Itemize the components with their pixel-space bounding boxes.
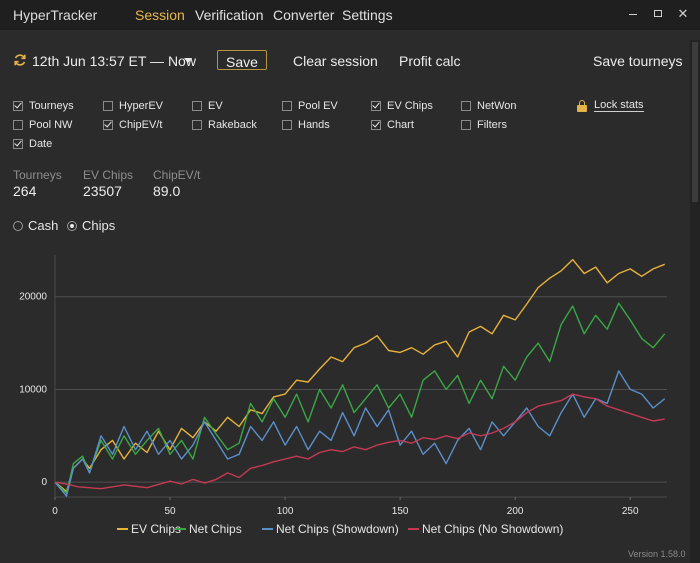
session-range-dropdown[interactable]: 12th Jun 13:57 ET — Now — [32, 53, 196, 69]
title-bar: HyperTracker Session Verification Conver… — [0, 0, 700, 30]
radio-dot[interactable] — [13, 220, 23, 231]
x-tick-label: 50 — [164, 506, 176, 517]
checkbox-box[interactable] — [103, 120, 113, 130]
y-tick-label: 20000 — [19, 292, 47, 303]
checkbox-box[interactable] — [371, 101, 381, 111]
checkbox-label: NetWon — [477, 100, 517, 112]
checkbox-box[interactable] — [13, 139, 23, 149]
legend-label: Net Chips — [189, 522, 242, 536]
chart-legend: EV Chips Net Chips Net Chips (Showdown) Net… — [117, 522, 563, 536]
stat-label-ev-chips: EV Chips — [83, 168, 134, 182]
maximize-icon[interactable] — [649, 6, 667, 17]
checkbox-box[interactable] — [103, 101, 113, 111]
radio-dot[interactable] — [67, 220, 77, 231]
session-chart: 0 10000 20000 0 50 100 150 200 250 EV Chips Net C… — [19, 255, 667, 536]
legend-label: EV Chips — [131, 522, 181, 536]
checkbox-label: ChipEV/t — [119, 119, 163, 131]
checkbox-chart[interactable]: Chart — [371, 119, 414, 131]
checkbox-pool-nw[interactable]: Pool NW — [13, 119, 72, 131]
checkbox-chipev-t[interactable]: ChipEV/t — [103, 119, 162, 131]
checkbox-box[interactable] — [192, 120, 202, 130]
checkbox-label: EV Chips — [387, 100, 433, 112]
clear-session-button[interactable]: Clear session — [293, 53, 378, 69]
legend-label: Net Chips (No Showdown) — [422, 522, 563, 536]
checkbox-label: Tourneys — [29, 100, 74, 112]
checkbox-hands[interactable]: Hands — [282, 119, 330, 131]
menu-settings[interactable]: Settings — [342, 7, 393, 23]
menu-converter[interactable]: Converter — [273, 7, 335, 23]
profit-calc-button[interactable]: Profit calc — [399, 53, 461, 69]
menu-verification[interactable]: Verification — [195, 7, 264, 23]
checkbox-label: Date — [29, 138, 53, 150]
refresh-icon[interactable] — [13, 53, 27, 67]
minimize-icon[interactable] — [624, 6, 642, 15]
series-line-net-chips — [54, 302, 666, 494]
x-tick-label: 150 — [392, 506, 409, 517]
x-tick-label: 100 — [277, 506, 294, 517]
app-title: HyperTracker — [13, 7, 98, 23]
y-tick-label: 10000 — [19, 384, 47, 395]
checkbox-box[interactable] — [192, 101, 202, 111]
checkbox-filters[interactable]: Filters — [461, 119, 507, 131]
radio-chips[interactable]: Chips — [67, 218, 115, 233]
checkbox-box[interactable] — [282, 101, 292, 111]
checkbox-label: EV — [208, 100, 223, 112]
checkbox-label: HyperEV — [119, 100, 164, 112]
checkbox-box[interactable] — [461, 101, 471, 111]
checkbox-pool-ev[interactable]: Pool EV — [282, 100, 338, 112]
checkbox-box[interactable] — [282, 120, 292, 130]
y-tick-label: 0 — [41, 477, 47, 488]
stat-label-chipev-t: ChipEV/t — [153, 168, 201, 182]
checkbox-ev[interactable]: EV — [192, 100, 223, 112]
menu-session[interactable]: Session — [135, 7, 185, 23]
chevron-down-icon[interactable] — [184, 58, 192, 63]
checkbox-label: Hands — [298, 119, 330, 131]
checkbox-label: Rakeback — [208, 119, 257, 131]
checkbox-label: Chart — [387, 119, 414, 131]
chart-axes: 0 10000 20000 0 50 100 150 200 250 — [19, 255, 667, 517]
lock-stats-toggle[interactable]: Lock stats — [577, 99, 644, 112]
checkbox-rakeback[interactable]: Rakeback — [192, 119, 257, 131]
checkbox-box[interactable] — [13, 101, 23, 111]
lock-stats-label: Lock stats — [594, 99, 644, 112]
chart-series — [54, 258, 666, 497]
checkbox-date[interactable]: Date — [13, 138, 52, 150]
version-label: Version 1.58.0 — [628, 549, 686, 559]
close-icon[interactable]: ✕ — [677, 6, 689, 21]
checkbox-box[interactable] — [371, 120, 381, 130]
stat-value-chipev-t: 89.0 — [153, 183, 181, 199]
checkbox-ev-chips[interactable]: EV Chips — [371, 100, 433, 112]
checkbox-label: Pool EV — [298, 100, 338, 112]
chart-grid — [55, 296, 667, 483]
x-tick-label: 250 — [622, 506, 639, 517]
checkbox-tourneys[interactable]: Tourneys — [13, 100, 74, 112]
radio-label: Cash — [28, 218, 59, 233]
checkbox-label: Filters — [477, 119, 507, 131]
stat-value-ev-chips: 23507 — [83, 183, 122, 199]
series-line-net-chips-showdown — [54, 370, 666, 497]
lock-icon — [577, 99, 587, 112]
checkbox-box[interactable] — [461, 120, 471, 130]
radio-cash[interactable]: Cash — [13, 218, 58, 233]
scrollbar[interactable] — [690, 40, 700, 563]
radio-label: Chips — [82, 218, 116, 233]
save-tourneys-button[interactable]: Save tourneys — [593, 53, 683, 69]
x-tick-label: 200 — [507, 506, 524, 517]
stat-label-tourneys: Tourneys — [13, 168, 62, 182]
series-line-net-chips-no-showdown — [54, 393, 665, 490]
legend-label: Net Chips (Showdown) — [276, 522, 399, 536]
checkbox-label: Pool NW — [29, 119, 73, 131]
x-tick-label: 0 — [52, 506, 58, 517]
series-line-ev-chips — [54, 258, 665, 493]
checkbox-netwon[interactable]: NetWon — [461, 100, 517, 112]
stat-value-tourneys: 264 — [13, 183, 37, 199]
checkbox-box[interactable] — [13, 120, 23, 130]
checkbox-hyperev[interactable]: HyperEV — [103, 100, 163, 112]
save-button[interactable]: Save — [217, 50, 267, 70]
